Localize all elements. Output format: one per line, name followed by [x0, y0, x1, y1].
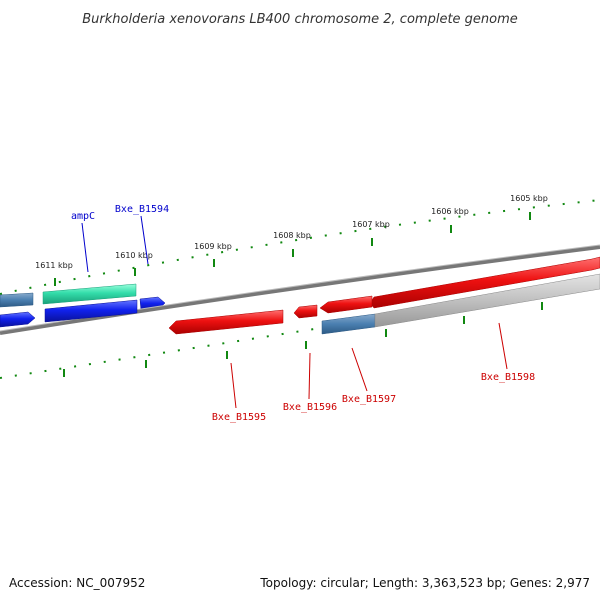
Bxe_B1596-leader-line: [308, 352, 311, 400]
forward-strand-track: [0, 256, 600, 319]
Bxe_B1595-leader-line: [230, 362, 237, 409]
Bxe_B1595-label[interactable]: Bxe_B1595: [212, 412, 266, 423]
reverse-strand-track: [0, 273, 600, 335]
gene-fwd-partial[interactable]: [0, 292, 34, 308]
gene-Bxe_B1595[interactable]: [168, 309, 284, 335]
inner-tick-ring: [0, 282, 600, 379]
backbone-arc: [0, 245, 600, 335]
tick-label-1607: 1607 kbp: [352, 220, 390, 229]
map-title: Burkholderia xenovorans LB400 chromosome…: [82, 12, 518, 27]
ampC-label[interactable]: ampC: [71, 211, 95, 222]
Bxe_B1597-label[interactable]: Bxe_B1597: [342, 394, 396, 405]
accession-text: Accession: NC_007952: [9, 576, 145, 590]
Bxe_B1597-leader-line: [351, 347, 368, 392]
Bxe_B1598-label[interactable]: Bxe_B1598: [481, 372, 535, 383]
outer-tick-ring: [0, 199, 600, 295]
gene-ampC[interactable]: [42, 283, 137, 305]
gene-rev-partial[interactable]: [0, 311, 36, 328]
genome-summary-text: Topology: circular; Length: 3,363,523 bp…: [259, 576, 590, 590]
gene-Bxe_B1596[interactable]: [293, 304, 318, 319]
ampC-leader-line: [81, 222, 89, 273]
gene-rev-blue[interactable]: [44, 299, 138, 323]
tick-label-1610: 1610 kbp: [115, 251, 153, 260]
gene-pseudo-steel[interactable]: [321, 313, 376, 335]
gene-Bxe_B1597[interactable]: [319, 295, 373, 314]
tick-label-1608: 1608 kbp: [273, 231, 311, 240]
tick-label-1605: 1605 kbp: [510, 194, 548, 203]
tick-label-1609: 1609 kbp: [194, 242, 232, 251]
tick-label-1611: 1611 kbp: [35, 261, 73, 270]
Bxe_B1594-label[interactable]: Bxe_B1594: [115, 204, 169, 215]
gene-pseudo-grey[interactable]: [374, 273, 600, 328]
Bxe_B1598-leader-line: [498, 322, 508, 370]
Bxe_B1596-label[interactable]: Bxe_B1596: [283, 402, 337, 413]
Bxe_B1594-leader-line: [140, 215, 149, 265]
tick-label-1606: 1606 kbp: [431, 207, 469, 216]
